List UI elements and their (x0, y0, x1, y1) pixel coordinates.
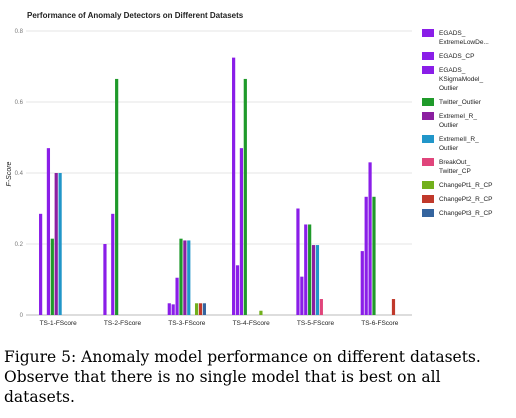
bar (235, 265, 240, 315)
bar (311, 245, 316, 315)
y-tick-labels: 0 0.2 0.4 0.6 0.8 (15, 29, 24, 319)
x-category-label: TS-6-FScore (361, 320, 399, 327)
y-tick-label: 0.8 (15, 29, 24, 35)
bar (198, 303, 203, 315)
bar (243, 78, 247, 315)
bar (115, 78, 119, 315)
bar (111, 213, 115, 315)
y-tick-label: 0.6 (15, 100, 24, 106)
legend-label: Twitter_Outlier (439, 99, 482, 106)
legend-swatch (422, 135, 434, 143)
bar (372, 196, 376, 315)
figure-caption: Figure 5: Anomaly model performance on d… (4, 348, 481, 406)
chart-title: Performance of Anomaly Detectors on Diff… (27, 11, 244, 20)
legend-swatch (422, 66, 434, 74)
x-category-label: TS-1-FScore (40, 320, 78, 327)
legend-label: EGADS_ (439, 67, 466, 74)
bar (187, 240, 191, 315)
bar (202, 303, 206, 315)
legend-label: ExtremeLowDe... (439, 39, 489, 46)
bar (319, 299, 323, 315)
y-tick-label: 0 (20, 313, 24, 319)
legend-swatch (422, 209, 434, 217)
bar (171, 304, 175, 315)
x-category-label: TS-3-FScore (168, 320, 206, 327)
legend-label: Outlier (439, 85, 459, 92)
legend-swatch (422, 112, 434, 120)
bar (103, 244, 107, 315)
legend-swatch (422, 195, 434, 203)
bar (360, 251, 364, 315)
bar (175, 277, 179, 315)
legend: EGADS_ ExtremeLowDe... EGADS_CP EGADS_ KSigm… (422, 29, 492, 217)
legend-label: EGADS_ (439, 30, 466, 37)
bar (179, 238, 183, 315)
bar (46, 148, 51, 315)
bar (167, 303, 171, 315)
bar (183, 240, 187, 315)
bar (368, 162, 372, 315)
y-tick-label: 0.4 (15, 171, 24, 177)
bar (391, 299, 396, 315)
legend-label: Outlier (439, 122, 459, 129)
bar (304, 224, 308, 315)
bar (364, 196, 368, 315)
legend-swatch (422, 158, 434, 166)
legend-label: ExtremeII_R_ (439, 136, 479, 143)
legend-label: KSigmaModel_ (439, 76, 483, 83)
gridlines (26, 30, 412, 316)
legend-label: ChangePt3_R_CP (439, 210, 492, 217)
y-axis-label: F-Score (6, 161, 13, 186)
legend-label: BreakOut_ (439, 159, 470, 166)
bar (259, 310, 263, 315)
legend-swatch (422, 181, 434, 189)
bar (54, 173, 58, 315)
bar-chart: Performance of Anomaly Detectors on Diff… (6, 11, 492, 327)
bar (315, 245, 320, 315)
x-category-labels: TS-1-FScore TS-2-FScore TS-3-FScore TS-4-FS… (40, 320, 399, 327)
legend-swatch (422, 98, 434, 106)
bar (58, 173, 62, 315)
legend-swatch (422, 29, 434, 37)
legend-swatch (422, 52, 434, 60)
bar (296, 208, 300, 315)
bar (194, 303, 199, 315)
x-category-label: TS-5-FScore (297, 320, 335, 327)
legend-label: Twitter_CP (439, 168, 471, 175)
legend-label: ChangePt2_R_CP (439, 196, 492, 203)
legend-label: ExtremeI_R_ (439, 113, 477, 120)
y-tick-label: 0.2 (15, 242, 24, 248)
bar (308, 224, 312, 315)
bar (39, 213, 43, 315)
legend-label: EGADS_CP (439, 53, 474, 60)
x-category-label: TS-4-FScore (233, 320, 271, 327)
bar (300, 276, 304, 315)
x-category-label: TS-2-FScore (104, 320, 142, 327)
bar (239, 148, 244, 315)
bars (39, 57, 396, 315)
bar (50, 238, 54, 315)
bar (232, 57, 236, 315)
legend-label: ChangePt1_R_CP (439, 182, 492, 189)
legend-label: Outlier (439, 145, 459, 152)
